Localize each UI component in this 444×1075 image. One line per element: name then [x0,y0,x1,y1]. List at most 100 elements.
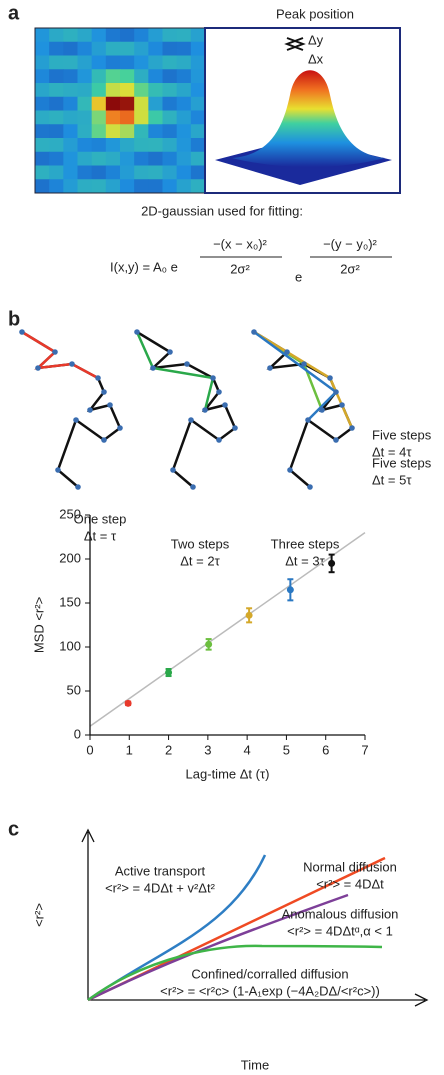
y-axis-label: MSD <r²> [31,597,46,653]
trajectory-point [333,389,339,395]
formula-lhs: I(x,y) = A₀ e [110,259,178,274]
heatmap-cell [35,96,50,111]
heatmap-cell [162,165,178,180]
trajectory [136,330,237,488]
msd-chart: 0 50 100 150 200 250 0 1 2 3 4 5 6 7 Lag-time Δt (τ) MS… [31,506,368,781]
data-point [205,640,213,648]
heatmap-cell [49,138,64,153]
curve-name: Normal diffusion [303,859,397,874]
heatmap-cell [162,83,178,98]
heatmap-cell [105,124,121,139]
trajectory-point [301,361,307,367]
heatmap-cell [148,151,163,166]
heatmap-cell [120,138,135,153]
heatmap-cell [190,69,206,84]
trajectory-point [101,437,107,443]
trajectories: One step Δt = τ Two steps Δt = 2τ Three step… [19,329,432,568]
trajectory-point [184,361,190,367]
trajectory-point [69,361,75,367]
trajectory-point [307,484,313,490]
step-name: One step [74,511,127,526]
heatmap-cell [120,28,135,43]
heatmap-cell [91,96,107,111]
heatmap-cell [148,28,163,43]
heatmap-cell [35,110,50,125]
step-segment [135,331,215,411]
heatmap-cell [91,138,107,153]
heatmap-cell [35,41,50,56]
heatmap-cell [91,28,107,43]
heatmap-cell [35,151,50,166]
heatmap-cell [120,69,135,84]
heatmap-cell [148,83,163,98]
heatmap-cell [63,69,78,84]
heatmap-cell [134,55,149,70]
step-lag: Δt = 5τ [372,472,412,487]
heatmap-cell [120,179,135,194]
step-segment [21,330,99,380]
heatmap-cell [162,96,178,111]
heatmap-cell [162,138,178,153]
heatmap-cell [49,110,64,125]
step-name: Five steps [372,427,432,442]
heatmap-cell [35,138,50,153]
trajectory-point [170,467,176,473]
heatmap-cell [91,55,107,70]
curve-formula: <r²> = 4DΔtᵅ,α < 1 [287,923,393,938]
step-name: Two steps [171,536,230,551]
heatmap-cell [148,138,163,153]
trajectory-point [150,365,156,371]
heatmap-cell [162,69,178,84]
heatmap-cell [148,41,163,56]
heatmap-cell [105,96,121,111]
data-point [286,586,294,594]
curve-name: Active transport [115,863,206,878]
y-axis-label: <r²> [31,903,46,927]
trajectory-point [232,425,238,431]
heatmap-cell [91,124,107,139]
trajectory-point [251,329,257,335]
heatmap-cell [77,110,93,125]
heatmap-cell [91,151,107,166]
heatmap-cell [91,165,107,180]
fit-caption: 2D-gaussian used for fitting: [141,203,303,218]
heatmap-cell [91,69,107,84]
heatmap-cell [134,110,149,125]
curve [87,893,349,1002]
heatmap-cell [105,69,121,84]
y-tick-label: 50 [67,682,81,697]
heatmap-cell [120,41,135,56]
x-tick-label: 5 [283,742,290,757]
trajectory-point [339,402,345,408]
heatmap-cell [176,124,192,139]
heatmap-cell [190,41,206,56]
formula-den: 2σ² [230,261,250,276]
y-tick-label: 200 [59,550,81,565]
heatmap-cell [176,138,192,153]
heatmap-cell [91,110,107,125]
heatmap-cell [63,28,78,43]
trajectory-point [167,349,173,355]
heatmap-cell [105,41,121,56]
heatmap-cell [35,124,50,139]
heatmap-cell [162,28,178,43]
heatmap-cell [176,41,192,56]
heatmap-cell [105,151,121,166]
heatmap-cell [49,165,64,180]
trajectory-point [305,417,311,423]
heatmap-cell [190,124,206,139]
heatmap-cell [148,69,163,84]
heatmap-cell [105,83,121,98]
trajectory-point [75,484,81,490]
gaussian-surface [232,70,385,167]
heatmap-cell [91,41,107,56]
data-point [328,559,336,567]
data-point [245,611,253,619]
panel-label: b [8,308,20,330]
trajectory-point [327,375,333,381]
heatmap-cell [162,151,178,166]
step-lag: Δt = 3τ [285,553,325,568]
heatmap-cell [77,55,93,70]
heatmap-cell [63,179,78,194]
